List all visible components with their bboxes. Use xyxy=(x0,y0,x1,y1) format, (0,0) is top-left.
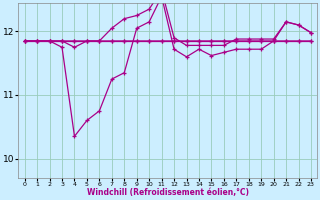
X-axis label: Windchill (Refroidissement éolien,°C): Windchill (Refroidissement éolien,°C) xyxy=(87,188,249,197)
